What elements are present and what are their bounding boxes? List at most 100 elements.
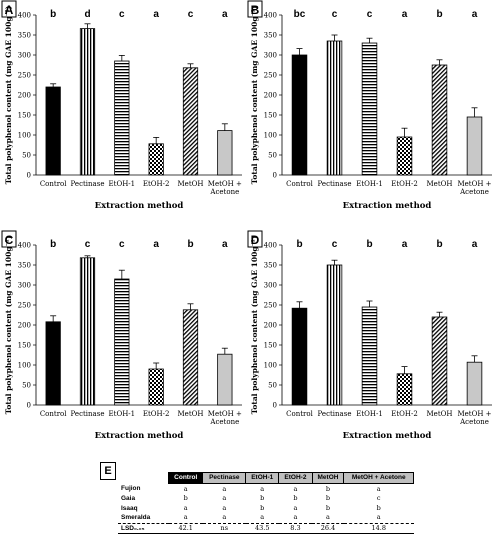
x-tick-label: Control	[286, 410, 313, 418]
significance-letter: a	[222, 239, 228, 250]
table-header-row: Control Pectinase EtOH-1 EtOH-2 MetOH Me…	[118, 472, 414, 484]
table-cell: a	[376, 484, 381, 493]
table-cell: 26.4	[312, 522, 344, 534]
y-tick-label: 150	[18, 342, 31, 350]
x-tick-label: Control	[40, 180, 67, 188]
table-row: Isaaq a a b a b b	[118, 504, 414, 514]
table-cell: b	[293, 494, 298, 502]
significance-letter: b	[50, 239, 56, 250]
table-cell: a	[183, 484, 188, 493]
x-tick-label: Pectinase	[71, 410, 105, 418]
y-axis-label: Total polyphenol content (mg GAE 100g⁻¹)	[250, 236, 259, 415]
y-tick-label: 400	[264, 242, 277, 250]
table-cell: b	[376, 503, 381, 512]
y-tick-label: 400	[18, 242, 31, 250]
table-cell: b	[260, 494, 265, 502]
significance-letter: c	[332, 9, 338, 20]
panel-label-e: E	[100, 462, 116, 480]
y-tick-label: 0	[27, 172, 31, 180]
table-header-metoh: MetOH	[311, 472, 345, 484]
x-tick-label: EtOH-2	[391, 180, 418, 188]
significance-letter: a	[222, 9, 228, 20]
y-tick-label: 50	[268, 382, 277, 390]
x-tick-label: EtOH-1	[356, 410, 383, 418]
panel-label-box	[1, 0, 17, 18]
bar	[45, 86, 61, 176]
y-tick-label: 350	[264, 32, 277, 40]
x-tick-label: MetOH	[427, 180, 453, 188]
panel-label: B	[251, 3, 260, 17]
bar	[466, 361, 483, 406]
y-tick-label: 50	[22, 382, 31, 390]
y-tick-label: 400	[264, 12, 277, 20]
significance-letter: b	[366, 239, 372, 250]
y-tick-label: 150	[264, 112, 277, 120]
significance-letter: c	[119, 9, 125, 20]
y-tick-label: 0	[273, 402, 277, 410]
y-tick-label: 50	[268, 152, 277, 160]
y-axis-label: Total polyphenol content (mg GAE 100g⁻¹)	[250, 6, 259, 185]
bar	[291, 54, 308, 176]
significance-letter: b	[436, 239, 442, 250]
table-header-etoh1: EtOH-1	[245, 472, 280, 484]
x-tick-label: Control	[40, 410, 67, 418]
lsd-table: Control Pectinase EtOH-1 EtOH-2 MetOH Me…	[118, 472, 414, 534]
y-tick-label: 350	[18, 262, 31, 270]
bar	[148, 368, 164, 406]
lsd-row: LSD₀.₀₅ 42.1 ns 43.5 8.3 26.4 14.8	[118, 522, 414, 534]
x-tick-label: MetOH +	[208, 180, 242, 188]
y-tick-label: 250	[264, 302, 277, 310]
bar	[466, 116, 483, 176]
panel-label: C	[5, 233, 14, 247]
significance-letter: b	[296, 239, 302, 250]
table-cell: a	[222, 494, 227, 502]
significance-letter: c	[85, 239, 91, 250]
y-axis-label: Total polyphenol content (mg GAE 100g⁻¹)	[4, 236, 13, 415]
x-tick-label: MetOH +	[457, 180, 491, 188]
table-cell: a	[183, 503, 188, 512]
row-name: Fujion	[121, 485, 141, 493]
x-tick-label: Pectinase	[71, 180, 105, 188]
bar	[114, 278, 130, 406]
panel-label-box	[247, 230, 263, 248]
bar	[148, 143, 164, 176]
panel-label-box	[247, 0, 263, 18]
x-tick-label: Pectinase	[318, 180, 352, 188]
x-axis-label: Extraction method	[343, 201, 432, 211]
table-cell: 43.5	[245, 522, 279, 534]
table-cell: a	[293, 503, 298, 512]
table-header-metoh-acetone: MetOH + Acetone	[343, 472, 414, 484]
significance-letter: d	[84, 9, 90, 20]
y-tick-label: 50	[22, 152, 31, 160]
significance-letter: c	[188, 9, 194, 20]
y-tick-label: 350	[18, 32, 31, 40]
bar	[182, 309, 199, 406]
row-name: LSD₀.₀₅	[118, 522, 169, 534]
table-row: Fujion a a a a b a	[118, 483, 414, 494]
x-tick-label: MetOH	[427, 410, 453, 418]
significance-letter: a	[402, 9, 408, 20]
table-cell: a	[222, 484, 227, 493]
y-tick-label: 0	[27, 402, 31, 410]
table-row: Gaia b a b b b c	[118, 494, 414, 504]
bar	[361, 42, 378, 176]
table-cell: b	[260, 503, 265, 512]
bar	[217, 130, 233, 176]
y-tick-label: 100	[18, 132, 31, 140]
y-tick-label: 300	[18, 282, 31, 290]
x-tick-label: Acetone	[459, 418, 489, 426]
y-tick-label: 250	[18, 72, 31, 80]
chart-figure: A 0 50 100 150 200 250 300 350 400 Total polypheno…	[1, 0, 492, 441]
bar	[217, 353, 233, 406]
x-tick-label: EtOH-2	[143, 410, 170, 418]
table-cell: a	[326, 513, 330, 521]
table-header-blank	[118, 473, 169, 484]
table-header-pectinase: Pectinase	[202, 472, 247, 484]
bar	[182, 67, 199, 176]
x-tick-label: EtOH-1	[109, 180, 136, 188]
y-tick-label: 200	[18, 322, 31, 330]
bar	[431, 316, 448, 406]
y-tick-label: 400	[18, 12, 31, 20]
table-cell: b	[183, 494, 188, 502]
table-cell: a	[293, 484, 298, 493]
